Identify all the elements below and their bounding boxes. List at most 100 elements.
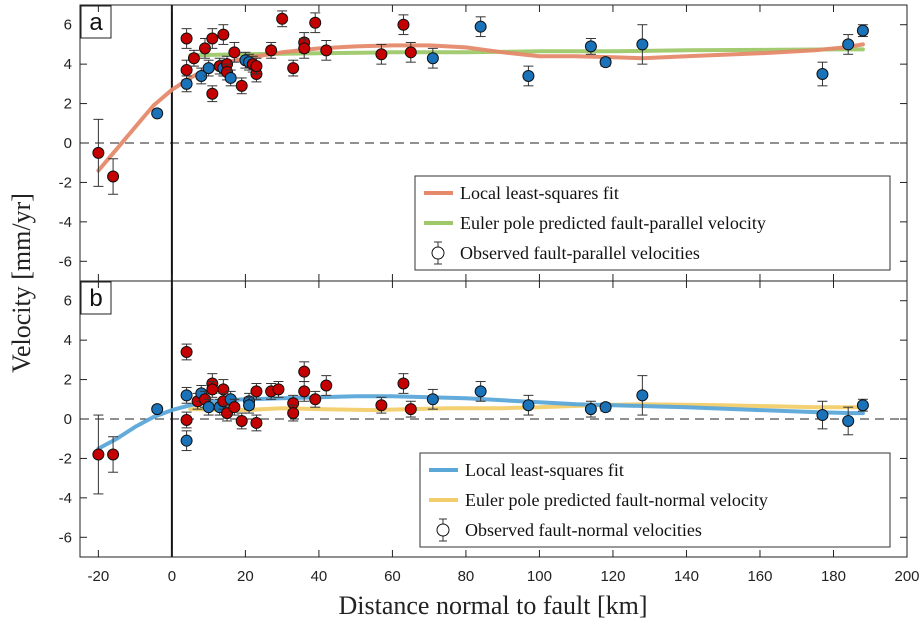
data-point	[202, 62, 215, 75]
x-tick-label: 100	[527, 568, 552, 585]
data-point	[250, 416, 263, 429]
data-point	[842, 38, 855, 51]
data-point	[250, 385, 263, 398]
data-point	[816, 409, 829, 422]
legend-box	[414, 175, 891, 271]
data-point	[856, 24, 869, 37]
data-point	[206, 32, 219, 45]
data-point	[206, 383, 219, 396]
y-tick-label: 4	[64, 56, 72, 73]
x-tick-label: 200	[894, 568, 919, 585]
x-tick-label: 20	[237, 568, 254, 585]
data-point	[404, 403, 417, 416]
y-tick-label: -2	[59, 174, 72, 191]
data-point	[309, 393, 322, 406]
x-tick-label: 0	[168, 568, 176, 585]
x-axis: -20 0 20 40 60 80 100 120 140 160 180 200	[88, 5, 920, 585]
x-tick-label: 140	[674, 568, 699, 585]
legend-entry-observed: Observed fault-normal velocities	[465, 520, 702, 540]
data-point	[856, 399, 869, 412]
data-point	[426, 52, 439, 65]
data-point	[235, 414, 248, 427]
data-point	[180, 413, 193, 426]
panel-label-box	[80, 281, 112, 315]
y-tick-label: 0	[64, 411, 72, 428]
legend-entry-fit: Local least-squares fit	[465, 460, 624, 480]
data-point	[243, 399, 256, 412]
data-point	[187, 52, 200, 65]
data-point	[397, 18, 410, 31]
data-point	[522, 69, 535, 82]
data-point	[206, 87, 219, 100]
data-point	[599, 56, 612, 69]
data-point	[426, 393, 439, 406]
data-point	[375, 48, 388, 61]
data-point	[842, 414, 855, 427]
y-tick-label: -4	[59, 490, 72, 507]
data-point	[180, 345, 193, 358]
data-point	[584, 403, 597, 416]
x-tick-label: 60	[384, 568, 401, 585]
x-tick-label: 120	[600, 568, 625, 585]
legend-entry-observed: Observed fault-parallel velocities	[460, 243, 700, 263]
data-point	[320, 44, 333, 57]
data-point	[92, 146, 105, 159]
data-point	[228, 401, 241, 414]
data-point	[217, 28, 230, 41]
data-point	[636, 38, 649, 51]
data-point	[298, 385, 311, 398]
y-tick-label: 6	[64, 293, 72, 310]
x-tick-label: -20	[88, 568, 110, 585]
legend-marker-swatch	[431, 246, 445, 260]
y-tick-label: 4	[64, 332, 72, 349]
data-point	[228, 46, 241, 59]
data-point	[309, 16, 322, 29]
data-point	[474, 20, 487, 33]
legend-marker-swatch	[436, 523, 450, 537]
y-tick-label: -2	[59, 450, 72, 467]
legend: Local least-squares fit Euler pole predic…	[419, 452, 891, 548]
data-point	[265, 44, 278, 57]
data-point	[180, 434, 193, 447]
euler-pole-line	[188, 47, 865, 58]
data-point	[272, 383, 285, 396]
data-point	[151, 107, 164, 120]
data-point	[287, 407, 300, 420]
data-point	[404, 46, 417, 59]
panel-label: b	[89, 285, 102, 312]
x-tick-label: 180	[821, 568, 846, 585]
data-point	[92, 448, 105, 461]
data-point	[276, 12, 289, 25]
panel-label-box	[80, 5, 112, 39]
data-point	[224, 71, 237, 84]
data-point	[375, 399, 388, 412]
data-point	[180, 77, 193, 90]
data-point	[320, 379, 333, 392]
y-axis-label: Velocity [mm/yr]	[7, 193, 36, 373]
data-point	[298, 365, 311, 378]
data-point	[584, 40, 597, 53]
data-point	[816, 68, 829, 80]
y-tick-label: 2	[64, 96, 72, 113]
data-point	[180, 389, 193, 402]
y-tick-label: -4	[59, 214, 72, 231]
legend-entry-euler: Euler pole predicted fault-normal veloci…	[465, 490, 768, 510]
data-point	[235, 79, 248, 92]
y-tick-label: 0	[64, 135, 72, 152]
y-tick-label: 6	[64, 17, 72, 34]
euler-pole-line	[188, 402, 865, 413]
data-point	[287, 62, 300, 75]
x-axis-label: Distance normal to fault [km]	[338, 591, 647, 620]
data-point	[107, 448, 120, 461]
x-tick-label: 40	[311, 568, 328, 585]
data-point	[599, 401, 612, 414]
data-point	[397, 377, 410, 390]
data-point	[202, 401, 215, 414]
legend-entry-euler: Euler pole predicted fault-parallel velo…	[460, 213, 766, 233]
y-tick-label: 2	[64, 372, 72, 389]
data-point	[636, 389, 649, 402]
y-tick-label: -6	[59, 253, 72, 270]
least-squares-fit-line	[96, 394, 865, 451]
y-tick-label: -6	[59, 529, 72, 546]
